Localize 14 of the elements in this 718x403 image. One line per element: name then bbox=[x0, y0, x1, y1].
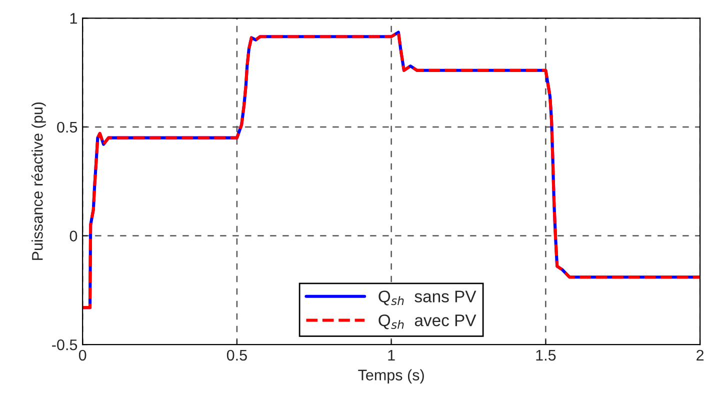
line-series bbox=[82, 30, 700, 310]
y-tick-label: 0.5 bbox=[57, 122, 78, 133]
y-tick-label: 0 bbox=[70, 230, 78, 242]
y-tick-label: -0.5 bbox=[52, 339, 78, 350]
x-tick-label: 0.5 bbox=[226, 350, 247, 361]
y-axis-title: Puissance réactive (pu) bbox=[31, 102, 46, 260]
y-tick-label: 1 bbox=[70, 13, 77, 24]
x-tick-label: 0 bbox=[78, 350, 86, 361]
x-axis-title: Temps (s) bbox=[358, 369, 424, 384]
x-tick-label: 2 bbox=[696, 350, 704, 360]
x-tick-label: 1.5 bbox=[536, 350, 556, 361]
legend-label: Q$_{sh}$ avec PV bbox=[378, 314, 476, 330]
x-tick-label: 1 bbox=[388, 350, 395, 360]
legend-label: Q$_{sh}$ sans PV bbox=[378, 290, 476, 306]
